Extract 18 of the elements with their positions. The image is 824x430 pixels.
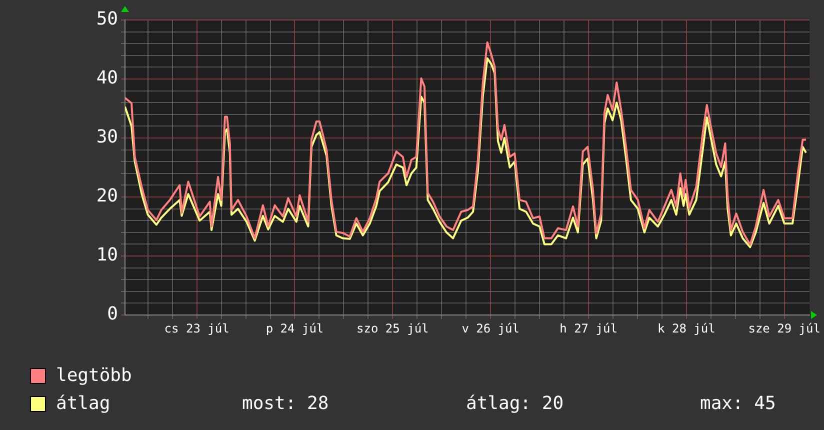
y-tick-label: 50 (96, 8, 118, 30)
x-tick-label: cs 23 júl (164, 321, 230, 336)
x-tick-label: v 26 júl (462, 321, 520, 336)
y-tick-label: 10 (96, 244, 118, 266)
legend-label: legtöbb (56, 364, 132, 388)
y-tick-label: 30 (96, 126, 118, 148)
x-tick-label: k 28 júl (658, 321, 716, 336)
text: max: 45 (700, 392, 776, 416)
text: átlag: 20 (466, 392, 564, 416)
y-tick-label: 20 (96, 186, 118, 207)
text: most: 28 (242, 392, 329, 416)
x-tick-label: h 27 júl (560, 321, 618, 336)
y-tick-label: 40 (96, 68, 118, 89)
legend-label: átlag (56, 392, 110, 416)
x-tick-label: p 24 júl (266, 321, 324, 336)
x-tick-label: sze 29 júl (748, 321, 820, 336)
x-tick-label: szo 25 júl (356, 321, 429, 336)
y-tick-label: 0 (107, 304, 118, 325)
